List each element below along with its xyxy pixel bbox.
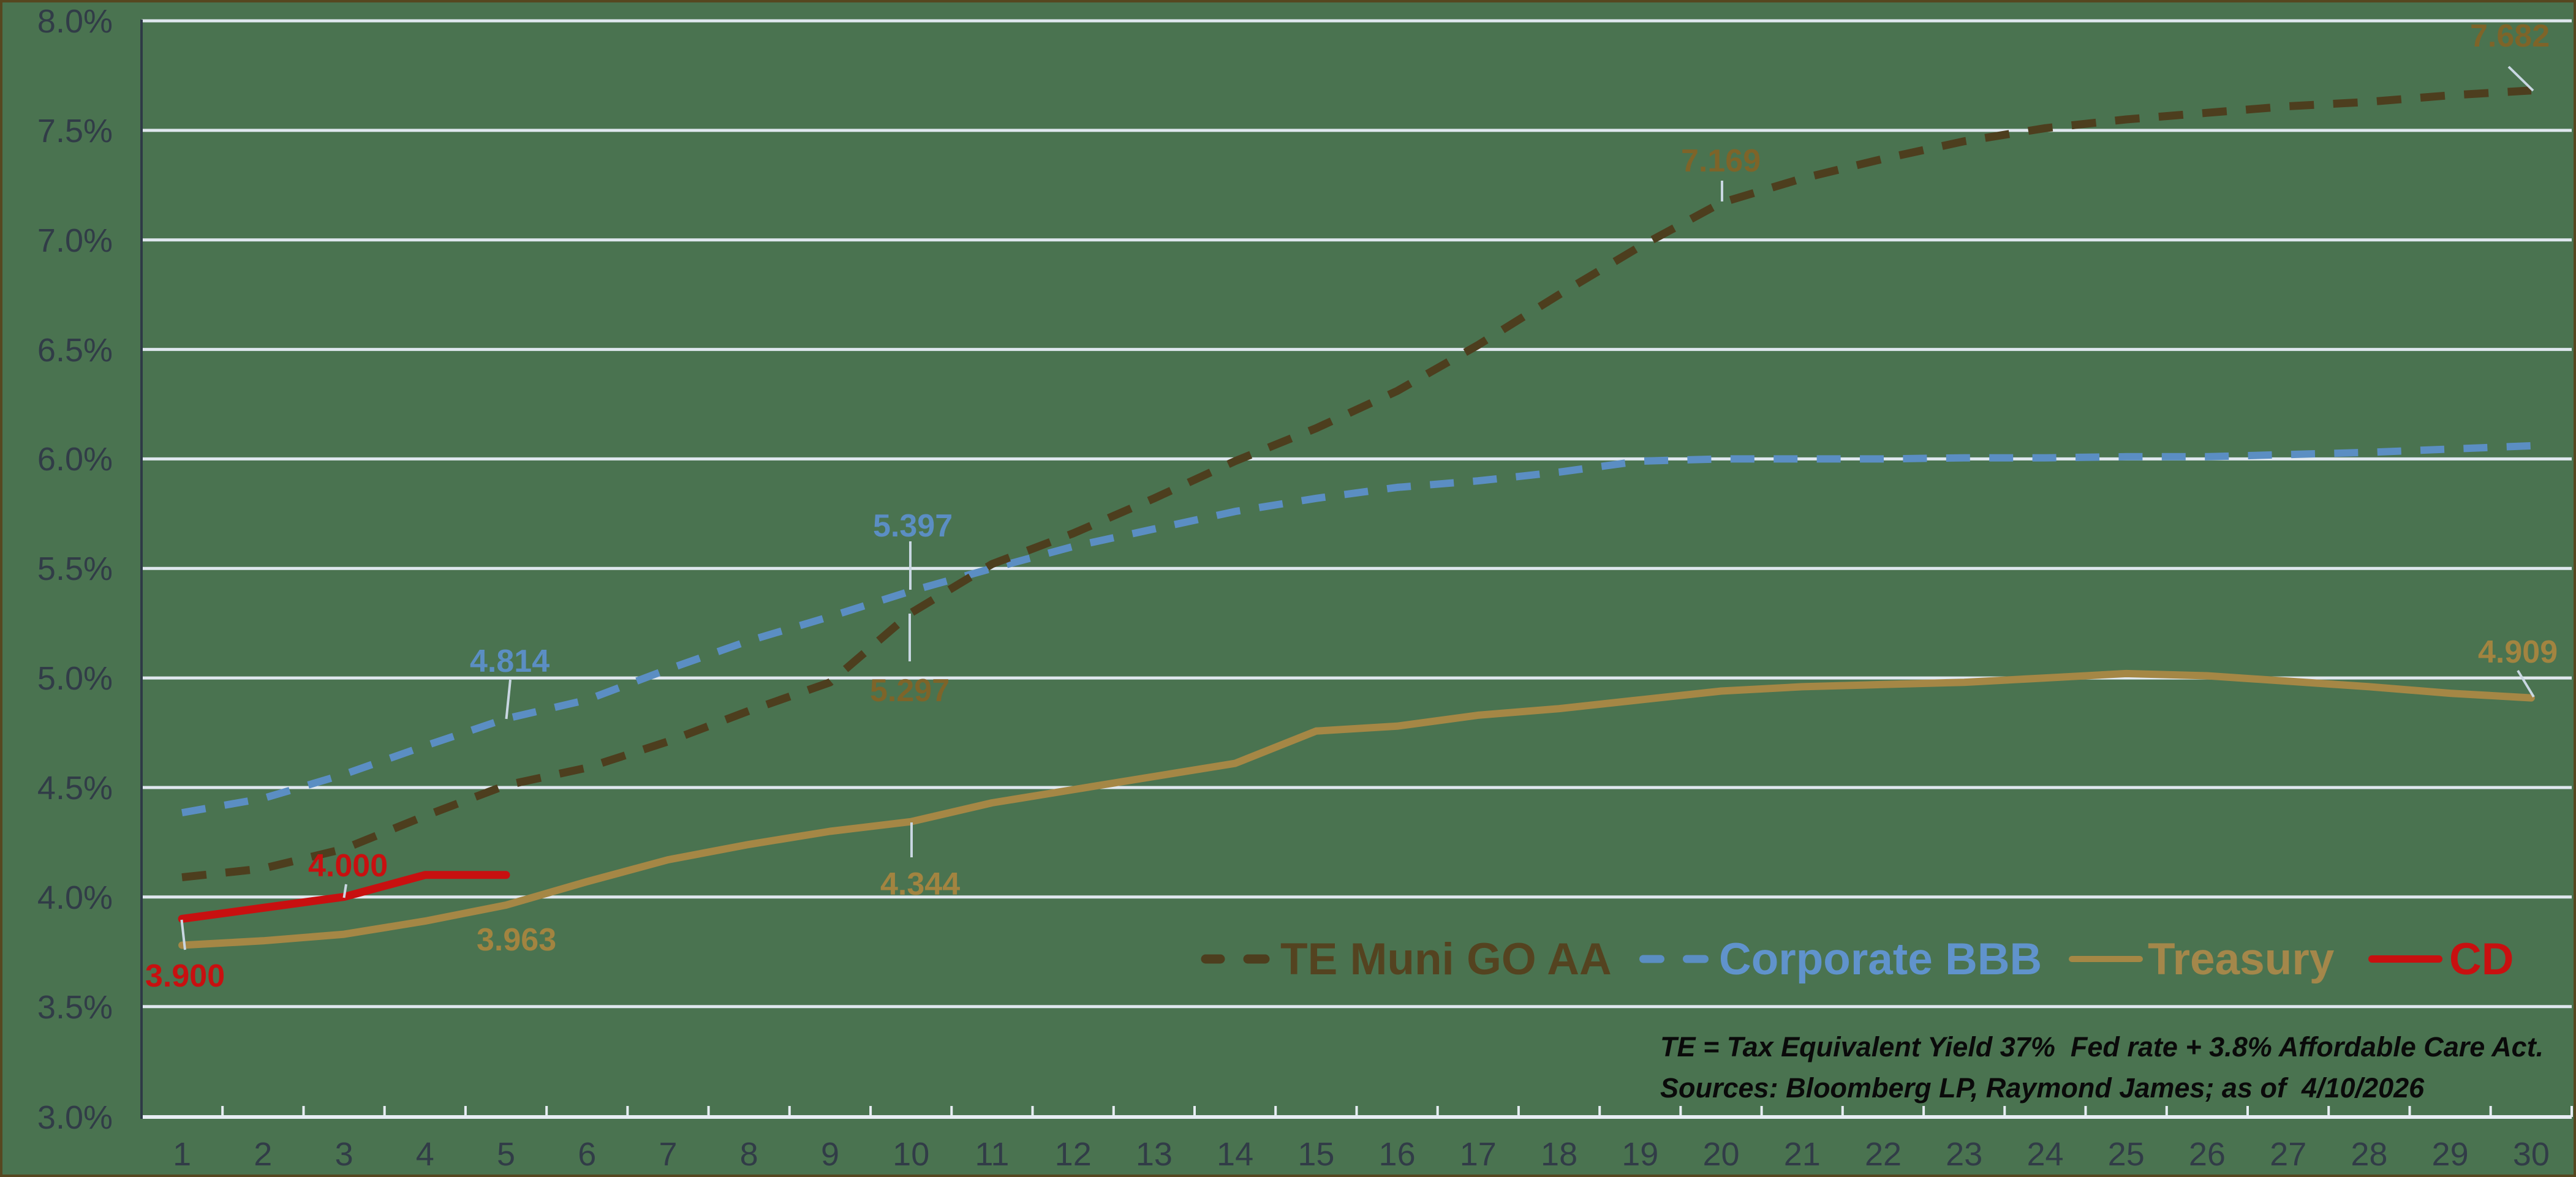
svg-text:14: 14 <box>1217 1136 1253 1173</box>
svg-text:7.0%: 7.0% <box>37 222 113 259</box>
svg-text:5.0%: 5.0% <box>37 660 113 697</box>
svg-text:10: 10 <box>893 1136 929 1173</box>
svg-text:26: 26 <box>2189 1136 2226 1173</box>
svg-text:6.0%: 6.0% <box>37 441 113 478</box>
svg-text:13: 13 <box>1136 1136 1173 1173</box>
svg-text:21: 21 <box>1784 1136 1821 1173</box>
svg-text:28: 28 <box>2351 1136 2387 1173</box>
svg-text:Sources: Bloomberg LP, Raymond: Sources: Bloomberg LP, Raymond James; as… <box>1660 1072 2425 1104</box>
svg-text:Corporate BBB: Corporate BBB <box>1719 934 2042 984</box>
svg-text:6: 6 <box>578 1136 596 1173</box>
svg-text:24: 24 <box>2026 1136 2063 1173</box>
svg-text:4.814: 4.814 <box>470 644 550 679</box>
svg-text:Treasury: Treasury <box>2148 934 2335 984</box>
svg-text:1: 1 <box>173 1136 191 1173</box>
svg-text:7.682: 7.682 <box>2470 18 2550 54</box>
svg-text:2: 2 <box>254 1136 272 1173</box>
svg-text:16: 16 <box>1379 1136 1416 1173</box>
svg-text:7.5%: 7.5% <box>37 113 113 149</box>
svg-text:5.397: 5.397 <box>873 508 953 544</box>
svg-text:11: 11 <box>975 1136 1009 1173</box>
svg-text:TE = Tax Equivalent Yield 37%: TE = Tax Equivalent Yield 37% Fed rate +… <box>1660 1031 2544 1062</box>
svg-text:6.5%: 6.5% <box>37 332 113 369</box>
svg-text:25: 25 <box>2108 1136 2145 1173</box>
svg-text:15: 15 <box>1297 1136 1334 1173</box>
svg-text:4: 4 <box>416 1136 434 1173</box>
svg-text:7.169: 7.169 <box>1681 143 1761 179</box>
svg-text:3.0%: 3.0% <box>37 1099 113 1136</box>
svg-text:5: 5 <box>497 1136 515 1173</box>
svg-text:20: 20 <box>1702 1136 1739 1173</box>
svg-text:7: 7 <box>659 1136 677 1173</box>
svg-text:12: 12 <box>1055 1136 1092 1173</box>
svg-text:4.5%: 4.5% <box>37 770 113 807</box>
svg-text:5.5%: 5.5% <box>37 551 113 587</box>
svg-text:8: 8 <box>740 1136 758 1173</box>
svg-text:3.900: 3.900 <box>145 958 225 994</box>
svg-text:17: 17 <box>1460 1136 1497 1173</box>
svg-text:30: 30 <box>2513 1136 2550 1173</box>
svg-text:4.000: 4.000 <box>308 848 388 884</box>
svg-text:19: 19 <box>1622 1136 1658 1173</box>
svg-text:9: 9 <box>821 1136 839 1173</box>
svg-text:4.909: 4.909 <box>2478 634 2558 670</box>
svg-text:27: 27 <box>2270 1136 2306 1173</box>
svg-text:4.344: 4.344 <box>880 867 960 902</box>
svg-text:8.0%: 8.0% <box>37 3 113 40</box>
svg-text:3.963: 3.963 <box>477 922 556 958</box>
svg-text:3.5%: 3.5% <box>37 989 113 1026</box>
svg-text:23: 23 <box>1946 1136 1982 1173</box>
svg-text:3: 3 <box>335 1136 353 1173</box>
svg-text:29: 29 <box>2432 1136 2469 1173</box>
svg-text:TE Muni GO AA: TE Muni GO AA <box>1280 934 1612 984</box>
svg-text:18: 18 <box>1541 1136 1577 1173</box>
svg-text:22: 22 <box>1865 1136 1902 1173</box>
svg-text:4.0%: 4.0% <box>37 879 113 916</box>
svg-text:5.297: 5.297 <box>870 673 950 709</box>
svg-text:CD: CD <box>2449 934 2514 984</box>
